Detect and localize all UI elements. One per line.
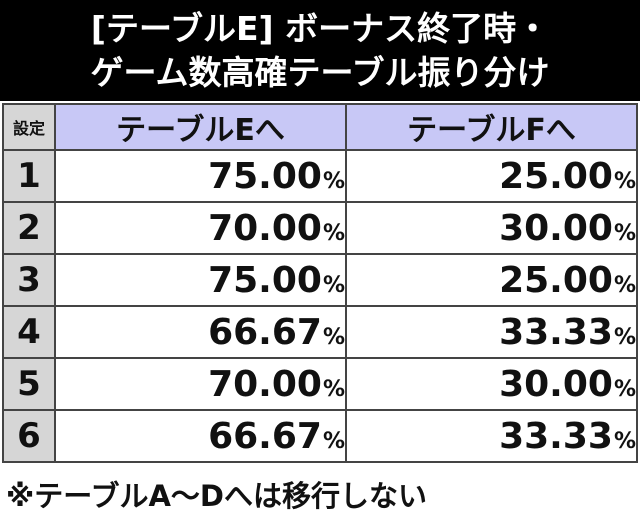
title-banner: [テーブルE] ボーナス終了時・ ゲーム数高確テーブル振り分け: [0, 0, 640, 101]
percent-sign: %: [322, 168, 345, 194]
rate-value: 75.00: [208, 259, 322, 301]
rate-to-e-cell: 75.00%: [54, 253, 347, 307]
rate-to-e-cell: 70.00%: [54, 357, 347, 411]
rate-to-f-cell: 25.00%: [345, 149, 638, 203]
rate-to-f-cell: 25.00%: [345, 253, 638, 307]
setting-cell: 4: [2, 305, 56, 359]
percent-sign: %: [322, 272, 345, 298]
rate-value: 33.33: [499, 415, 613, 457]
table-header-row: 設定 テーブルEへ テーブルFへ: [2, 103, 638, 151]
percent-sign: %: [613, 376, 636, 402]
title-line-2: ゲーム数高確テーブル振り分け: [90, 52, 550, 92]
setting-cell: 1: [2, 149, 56, 203]
setting-cell: 5: [2, 357, 56, 411]
rate-value: 25.00: [499, 259, 613, 301]
rate-to-f-cell: 30.00%: [345, 201, 638, 255]
rate-to-e-cell: 75.00%: [54, 149, 347, 203]
table-row: 6 66.67% 33.33%: [2, 409, 638, 463]
percent-sign: %: [322, 428, 345, 454]
table-row: 5 70.00% 30.00%: [2, 357, 638, 411]
percent-sign: %: [322, 220, 345, 246]
percent-sign: %: [322, 324, 345, 350]
setting-cell: 3: [2, 253, 56, 307]
percent-sign: %: [613, 168, 636, 194]
rate-to-f-cell: 33.33%: [345, 409, 638, 463]
rate-to-e-cell: 66.67%: [54, 409, 347, 463]
percent-sign: %: [613, 324, 636, 350]
header-setting: 設定: [2, 103, 56, 151]
rate-value: 70.00: [208, 363, 322, 405]
setting-cell: 6: [2, 409, 56, 463]
rate-value: 33.33: [499, 311, 613, 353]
setting-cell: 2: [2, 201, 56, 255]
rate-to-e-cell: 66.67%: [54, 305, 347, 359]
header-to-table-e: テーブルEへ: [54, 103, 347, 151]
footnote: ※テーブルA〜Dへは移行しない: [6, 479, 427, 513]
table-row: 1 75.00% 25.00%: [2, 149, 638, 203]
rate-to-f-cell: 33.33%: [345, 305, 638, 359]
percent-sign: %: [613, 272, 636, 298]
rate-value: 70.00: [208, 207, 322, 249]
table-row: 4 66.67% 33.33%: [2, 305, 638, 359]
table-distribution: 設定 テーブルEへ テーブルFへ 1 75.00% 25.00% 2 70.00…: [2, 103, 638, 463]
percent-sign: %: [613, 428, 636, 454]
rate-to-f-cell: 30.00%: [345, 357, 638, 411]
percent-sign: %: [322, 376, 345, 402]
rate-value: 66.67: [208, 415, 322, 457]
rate-value: 30.00: [499, 207, 613, 249]
table-row: 2 70.00% 30.00%: [2, 201, 638, 255]
table-row: 3 75.00% 25.00%: [2, 253, 638, 307]
percent-sign: %: [613, 220, 636, 246]
title-line-1: [テーブルE] ボーナス終了時・: [90, 8, 550, 48]
rate-to-e-cell: 70.00%: [54, 201, 347, 255]
header-to-table-f: テーブルFへ: [345, 103, 638, 151]
rate-value: 75.00: [208, 155, 322, 197]
rate-value: 25.00: [499, 155, 613, 197]
rate-value: 66.67: [208, 311, 322, 353]
rate-value: 30.00: [499, 363, 613, 405]
